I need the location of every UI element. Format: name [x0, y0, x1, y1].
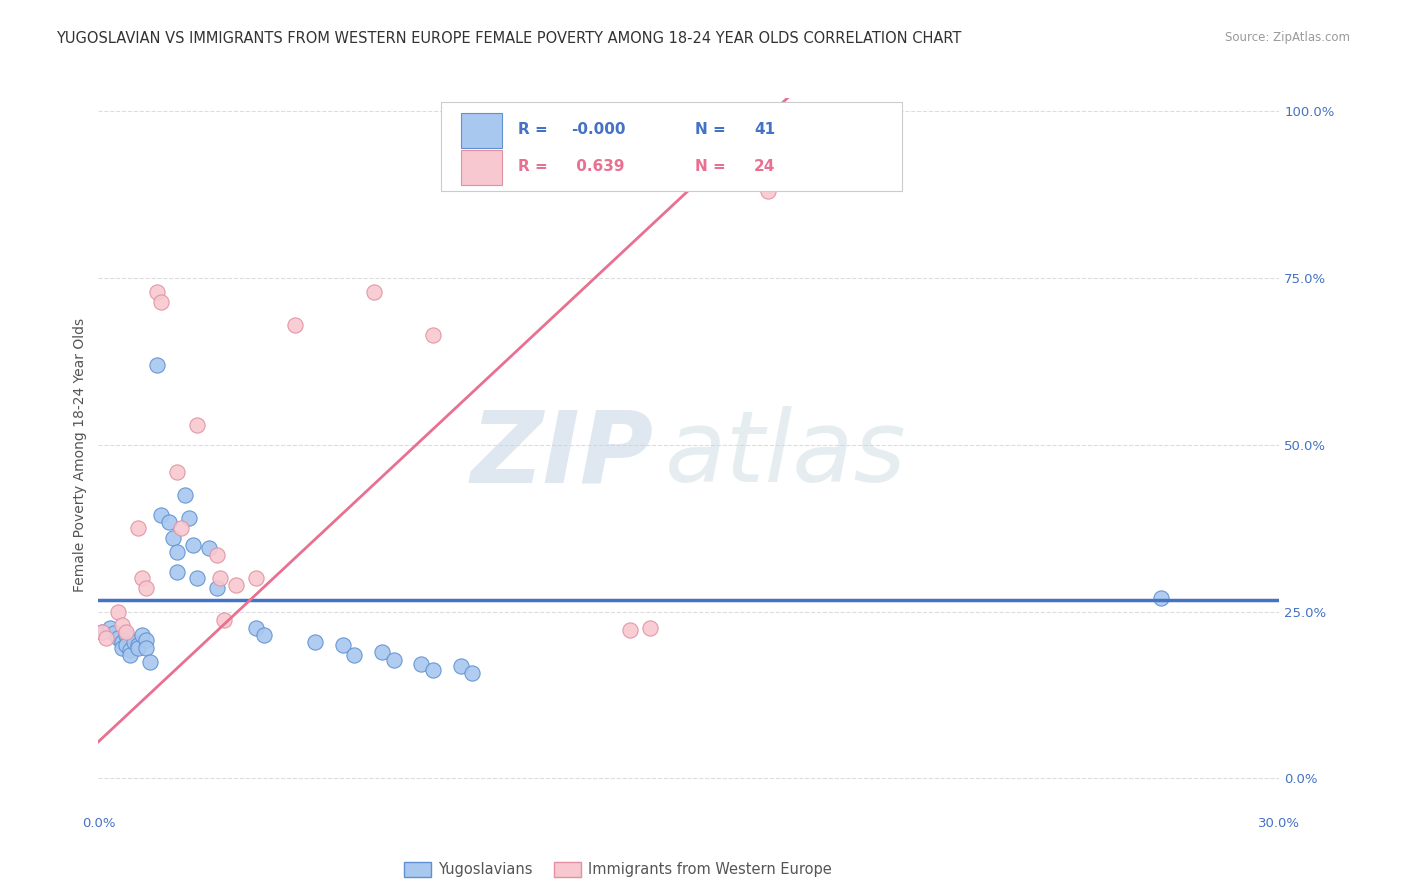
Text: -0.000: -0.000	[571, 122, 626, 137]
Point	[619, 624, 641, 638]
Point	[111, 634, 134, 648]
Text: ZIP: ZIP	[471, 407, 654, 503]
Point	[209, 571, 232, 585]
Point	[284, 318, 307, 332]
Text: R =: R =	[517, 160, 553, 174]
Point	[411, 657, 433, 671]
Point	[304, 634, 326, 648]
Point	[135, 582, 157, 596]
Point	[343, 648, 366, 662]
Point	[103, 626, 125, 640]
Point	[91, 624, 114, 639]
Text: N =: N =	[695, 160, 731, 174]
Point	[131, 571, 153, 585]
Point	[96, 632, 118, 646]
Point	[177, 511, 200, 525]
Point	[118, 648, 141, 662]
Point	[186, 417, 208, 432]
Point	[638, 621, 661, 635]
Text: atlas: atlas	[665, 407, 907, 503]
Text: 0.639: 0.639	[571, 160, 624, 174]
Point	[181, 538, 204, 552]
Text: 41: 41	[754, 122, 775, 137]
Bar	[461, 151, 502, 185]
Point	[146, 358, 169, 372]
Point	[225, 578, 247, 592]
Point	[118, 643, 141, 657]
Point	[186, 571, 208, 585]
Text: N =: N =	[695, 122, 731, 137]
Point	[371, 645, 394, 659]
Point	[127, 641, 149, 656]
Point	[245, 571, 267, 585]
Point	[150, 294, 173, 309]
Point	[174, 488, 197, 502]
Point	[91, 624, 114, 639]
Point	[127, 521, 149, 535]
Point	[197, 541, 219, 556]
Point	[422, 663, 444, 677]
Point	[382, 653, 405, 667]
Point	[98, 621, 121, 635]
Point	[135, 632, 157, 647]
Point	[422, 327, 444, 342]
Text: R =: R =	[517, 122, 553, 137]
Point	[166, 565, 188, 579]
Point	[205, 582, 228, 596]
Point	[115, 628, 138, 642]
Point	[450, 659, 472, 673]
Point	[111, 641, 134, 656]
Point	[166, 465, 188, 479]
Point	[756, 185, 779, 199]
Text: YUGOSLAVIAN VS IMMIGRANTS FROM WESTERN EUROPE FEMALE POVERTY AMONG 18-24 YEAR OL: YUGOSLAVIAN VS IMMIGRANTS FROM WESTERN E…	[56, 31, 962, 46]
Point	[461, 665, 484, 680]
Point	[127, 638, 149, 652]
Point	[363, 285, 385, 299]
Point	[205, 548, 228, 562]
Point	[332, 638, 354, 652]
Bar	[461, 113, 502, 148]
Point	[107, 605, 129, 619]
FancyBboxPatch shape	[441, 102, 901, 191]
Point	[253, 628, 276, 642]
Point	[150, 508, 173, 522]
Point	[115, 638, 138, 652]
Point	[166, 544, 188, 558]
Point	[138, 655, 160, 669]
Point	[115, 624, 138, 639]
Legend: Yugoslavians, Immigrants from Western Europe: Yugoslavians, Immigrants from Western Eu…	[399, 855, 838, 883]
Point	[135, 641, 157, 656]
Y-axis label: Female Poverty Among 18-24 Year Olds: Female Poverty Among 18-24 Year Olds	[73, 318, 87, 592]
Point	[162, 531, 184, 545]
Point	[170, 521, 193, 535]
Point	[107, 632, 129, 646]
Point	[111, 618, 134, 632]
Point	[122, 634, 145, 648]
Text: 24: 24	[754, 160, 775, 174]
Point	[245, 621, 267, 635]
Point	[131, 628, 153, 642]
Point	[1150, 591, 1173, 606]
Point	[157, 515, 180, 529]
Point	[214, 613, 236, 627]
Point	[146, 285, 169, 299]
Text: Source: ZipAtlas.com: Source: ZipAtlas.com	[1225, 31, 1350, 45]
